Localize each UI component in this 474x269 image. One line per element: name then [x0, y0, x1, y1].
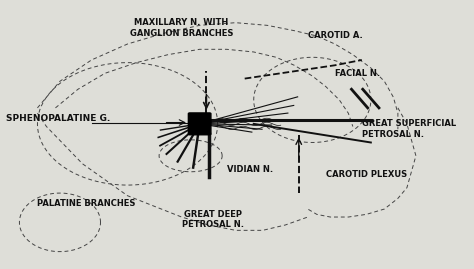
Text: VIDIAN N.: VIDIAN N.	[227, 165, 273, 174]
FancyBboxPatch shape	[188, 113, 211, 135]
Text: CAROTID A.: CAROTID A.	[308, 31, 363, 41]
Text: CAROTID PLEXUS: CAROTID PLEXUS	[326, 170, 407, 179]
Text: MAXILLARY N. WITH
GANGLION BRANCHES: MAXILLARY N. WITH GANGLION BRANCHES	[130, 18, 233, 38]
Text: GREAT SUPERFICIAL
PETROSAL N.: GREAT SUPERFICIAL PETROSAL N.	[362, 119, 456, 139]
Text: PALATINE BRANCHES: PALATINE BRANCHES	[37, 199, 136, 208]
Text: GREAT DEEP
PETROSAL N.: GREAT DEEP PETROSAL N.	[182, 210, 244, 229]
Text: FACIAL N.: FACIAL N.	[335, 69, 380, 78]
Text: SPHENOPALATINE G.: SPHENOPALATINE G.	[6, 114, 110, 123]
